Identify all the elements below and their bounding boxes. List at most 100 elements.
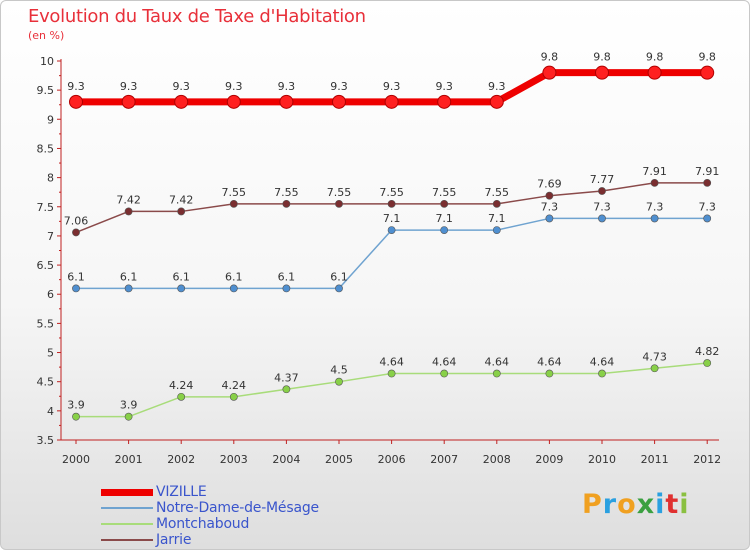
data-point xyxy=(335,377,343,386)
data-point xyxy=(440,199,449,208)
chart-unit-label: (en %) xyxy=(28,29,65,42)
legend-swatch xyxy=(101,539,153,541)
data-point xyxy=(650,178,659,187)
y-tick-label: 7.5 xyxy=(37,201,55,214)
data-point xyxy=(124,412,133,421)
data-point xyxy=(121,94,136,109)
y-tick-label: 4 xyxy=(47,405,54,418)
logo-letter: P xyxy=(582,489,603,520)
x-tick-label: 2009 xyxy=(535,453,563,466)
data-label: 6.1 xyxy=(330,270,348,283)
data-label: 4.64 xyxy=(432,356,457,369)
series-jarrie xyxy=(72,178,712,237)
logo-letter: o xyxy=(617,489,637,520)
x-tick-label: 2011 xyxy=(641,453,669,466)
data-label: 9.3 xyxy=(383,80,401,93)
data-point xyxy=(598,369,606,378)
y-tick-label: 9 xyxy=(47,113,54,126)
x-tick-label: 2012 xyxy=(693,453,721,466)
data-point xyxy=(545,191,554,200)
data-point xyxy=(279,94,294,109)
x-tick-label: 2008 xyxy=(483,453,511,466)
data-point xyxy=(177,392,186,401)
data-point xyxy=(335,199,343,208)
data-label: 4.64 xyxy=(379,356,404,369)
data-point xyxy=(387,226,396,234)
x-tick-label: 2005 xyxy=(325,453,353,466)
data-label: 9.8 xyxy=(646,51,664,64)
legend-swatch xyxy=(101,507,153,509)
data-label: 9.3 xyxy=(120,80,138,93)
data-label: 3.9 xyxy=(67,399,85,412)
data-point xyxy=(226,94,241,109)
data-label: 9.3 xyxy=(67,80,85,93)
legend-swatch xyxy=(101,488,153,496)
data-point xyxy=(545,369,554,378)
data-point xyxy=(72,284,80,293)
y-tick-label: 4.5 xyxy=(37,376,55,389)
data-label: 7.55 xyxy=(432,186,457,199)
data-label: 6.1 xyxy=(172,270,190,283)
logo-letter: i xyxy=(655,489,666,520)
data-label: 4.24 xyxy=(222,379,247,392)
data-labels: 6.1 6.1 6.1 6.1 6.1 6.1 7.1 7.1 7.1 7.3 7.3 7.3 7.3 3… xyxy=(64,51,720,412)
data-label: 9.3 xyxy=(488,80,506,93)
data-label: 6.1 xyxy=(120,270,138,283)
y-tick-label: 5.5 xyxy=(37,317,55,330)
legend-label: Notre-Dame-de-Mésage xyxy=(156,500,319,516)
data-label: 7.06 xyxy=(64,214,89,227)
data-label: 7.42 xyxy=(116,193,141,206)
data-label: 9.8 xyxy=(541,51,559,64)
data-point xyxy=(177,207,186,216)
data-point xyxy=(72,412,80,421)
series-notre-dame-de-m-sage xyxy=(72,214,712,293)
data-point xyxy=(282,385,291,394)
data-point xyxy=(647,65,662,80)
axes: 3.5 4 4.5 5 5.5 6 6.5 7 7.5 8 8.5 9 9.5 10 2000 2001 200… xyxy=(37,55,722,466)
data-label: 9.8 xyxy=(593,51,611,64)
data-label: 7.55 xyxy=(327,186,352,199)
legend-label: Montchaboud xyxy=(156,516,250,532)
data-point xyxy=(598,214,606,223)
data-point xyxy=(440,369,449,378)
chart-title: Evolution du Taux de Taxe d'Habitation xyxy=(28,6,366,27)
data-point xyxy=(650,364,659,373)
data-point xyxy=(282,284,291,293)
data-label: 7.3 xyxy=(593,200,611,213)
data-label: 9.3 xyxy=(225,80,243,93)
data-point xyxy=(229,199,238,208)
data-point xyxy=(440,226,449,234)
data-point xyxy=(542,65,557,80)
y-tick-label: 6.5 xyxy=(37,259,55,272)
data-point xyxy=(703,214,712,223)
y-tick-label: 3.5 xyxy=(37,434,55,447)
data-label: 9.3 xyxy=(172,80,190,93)
data-point xyxy=(492,226,501,234)
data-point xyxy=(437,94,452,109)
y-tick-label: 8 xyxy=(47,172,54,185)
data-point xyxy=(595,65,609,80)
data-point xyxy=(700,65,715,80)
series-montchaboud xyxy=(72,359,712,421)
data-label: 6.1 xyxy=(67,270,85,283)
data-point xyxy=(124,207,133,216)
x-tick-label: 2003 xyxy=(220,453,248,466)
y-tick-label: 9.5 xyxy=(37,84,55,97)
data-point xyxy=(598,187,606,195)
data-label: 4.37 xyxy=(274,371,299,384)
y-tick-label: 6 xyxy=(47,288,54,301)
x-tick-label: 2006 xyxy=(378,453,406,466)
data-point xyxy=(384,94,399,109)
data-point xyxy=(72,228,80,237)
data-point xyxy=(387,199,396,208)
data-point xyxy=(282,199,291,208)
data-point xyxy=(492,369,501,378)
data-label: 7.77 xyxy=(590,173,615,186)
x-tick-label: 2010 xyxy=(588,453,616,466)
x-tick-label: 2002 xyxy=(167,453,195,466)
data-label: 7.55 xyxy=(485,186,510,199)
proxiti-logo: Proxiti xyxy=(582,489,690,520)
data-point xyxy=(703,178,712,187)
data-label: 4.82 xyxy=(695,345,720,358)
